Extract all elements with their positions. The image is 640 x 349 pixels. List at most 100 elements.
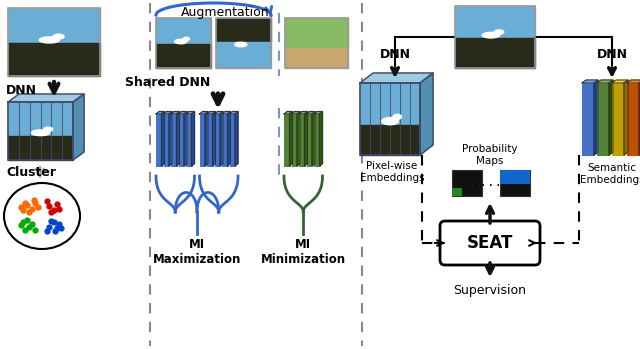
Text: Probability
Maps: Probability Maps xyxy=(462,144,518,166)
Text: Shared DNN: Shared DNN xyxy=(125,76,210,89)
Bar xyxy=(314,114,319,166)
Polygon shape xyxy=(163,111,172,114)
Polygon shape xyxy=(222,111,230,114)
Bar xyxy=(156,114,161,166)
Text: Cluster: Cluster xyxy=(6,165,56,178)
Bar xyxy=(455,6,535,68)
Bar xyxy=(360,83,420,155)
Polygon shape xyxy=(205,111,208,166)
Bar xyxy=(360,83,420,125)
Polygon shape xyxy=(184,111,187,166)
Bar xyxy=(582,83,594,155)
Bar xyxy=(307,114,312,166)
Text: ....: .... xyxy=(472,177,502,190)
Polygon shape xyxy=(639,80,640,155)
Polygon shape xyxy=(214,111,223,114)
Polygon shape xyxy=(360,73,433,83)
Ellipse shape xyxy=(183,37,189,41)
Ellipse shape xyxy=(53,34,64,39)
Polygon shape xyxy=(624,80,628,155)
Bar xyxy=(186,114,191,166)
Polygon shape xyxy=(230,111,238,114)
Polygon shape xyxy=(314,111,323,114)
Bar xyxy=(452,188,462,196)
Ellipse shape xyxy=(381,118,398,125)
Bar xyxy=(156,44,211,68)
Polygon shape xyxy=(179,111,187,114)
Text: DNN: DNN xyxy=(596,49,627,61)
Bar xyxy=(214,114,220,166)
Bar xyxy=(455,38,535,68)
Bar xyxy=(207,114,212,166)
Polygon shape xyxy=(200,111,208,114)
Text: MI
Minimization: MI Minimization xyxy=(260,238,346,266)
Polygon shape xyxy=(307,111,315,114)
Ellipse shape xyxy=(31,130,50,136)
Bar xyxy=(230,114,235,166)
Bar xyxy=(8,102,73,136)
Text: Augmentation: Augmentation xyxy=(180,6,269,19)
Polygon shape xyxy=(582,80,598,83)
Polygon shape xyxy=(73,94,84,160)
Ellipse shape xyxy=(175,39,187,44)
Bar xyxy=(8,43,100,76)
Polygon shape xyxy=(597,80,613,83)
Bar xyxy=(8,102,73,160)
Text: DNN: DNN xyxy=(380,49,410,61)
Bar xyxy=(291,114,297,166)
Polygon shape xyxy=(220,111,223,166)
Bar xyxy=(284,114,289,166)
Polygon shape xyxy=(161,111,164,166)
Bar xyxy=(500,170,530,196)
Polygon shape xyxy=(289,111,292,166)
Polygon shape xyxy=(8,94,84,102)
Bar xyxy=(216,18,271,68)
Polygon shape xyxy=(319,111,323,166)
Polygon shape xyxy=(594,80,598,155)
Polygon shape xyxy=(186,111,195,114)
Bar xyxy=(285,18,348,68)
Polygon shape xyxy=(627,80,640,83)
Text: Pixel-wise
Embeddings: Pixel-wise Embeddings xyxy=(360,161,424,183)
FancyBboxPatch shape xyxy=(440,221,540,265)
Polygon shape xyxy=(171,111,179,114)
Polygon shape xyxy=(420,73,433,155)
Polygon shape xyxy=(227,111,230,166)
Polygon shape xyxy=(235,111,238,166)
Ellipse shape xyxy=(393,114,401,119)
Bar xyxy=(156,18,211,68)
Bar xyxy=(285,18,348,48)
Bar xyxy=(627,83,639,155)
Bar xyxy=(179,114,184,166)
Polygon shape xyxy=(177,111,179,166)
Text: Semantic
Embeddings: Semantic Embeddings xyxy=(580,163,640,185)
Bar xyxy=(299,114,305,166)
Text: MI
Maximization: MI Maximization xyxy=(153,238,241,266)
Text: DNN: DNN xyxy=(6,83,37,97)
Ellipse shape xyxy=(4,183,80,249)
Bar xyxy=(360,125,420,155)
Polygon shape xyxy=(191,111,195,166)
Bar xyxy=(163,114,169,166)
Polygon shape xyxy=(207,111,216,114)
Bar xyxy=(216,42,271,68)
Polygon shape xyxy=(297,111,300,166)
Polygon shape xyxy=(156,111,164,114)
Bar xyxy=(171,114,177,166)
Bar xyxy=(500,170,530,184)
Bar xyxy=(597,83,609,155)
Ellipse shape xyxy=(494,30,504,34)
Bar xyxy=(200,114,205,166)
Ellipse shape xyxy=(482,32,500,38)
Bar xyxy=(222,114,227,166)
Polygon shape xyxy=(212,111,216,166)
Bar xyxy=(285,48,348,68)
Text: Supervision: Supervision xyxy=(454,284,527,297)
Bar xyxy=(216,18,271,42)
Bar xyxy=(452,170,482,196)
Ellipse shape xyxy=(39,37,60,43)
Bar xyxy=(8,8,100,43)
Text: SEAT: SEAT xyxy=(467,234,513,252)
Polygon shape xyxy=(312,111,315,166)
Bar xyxy=(8,136,73,160)
